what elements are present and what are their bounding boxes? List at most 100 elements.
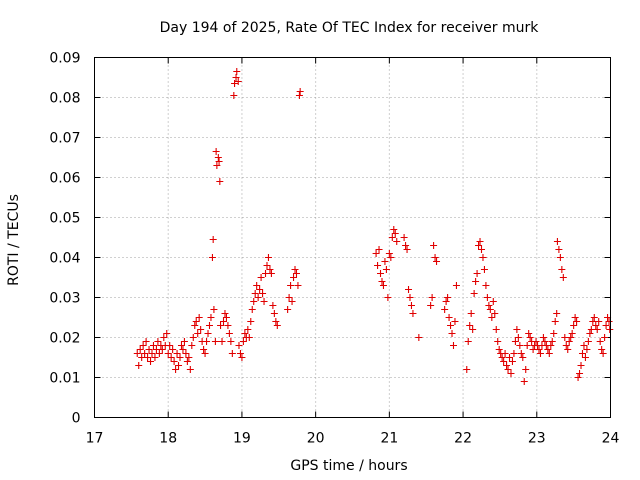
data-point [167,354,175,361]
data-point [188,342,196,349]
data-point [207,314,215,321]
data-point [186,366,194,373]
data-point [145,346,153,353]
data-point [403,246,411,253]
data-point [513,326,521,333]
data-point [390,226,398,233]
x-tick-label: 23 [528,431,546,447]
data-point [489,298,497,305]
data-point [236,350,244,357]
data-point [139,342,147,349]
data-point [194,330,202,337]
y-tick-label: 0.03 [49,291,80,307]
data-point [177,342,185,349]
data-point [264,254,272,261]
data-point [192,318,200,325]
data-point [448,330,456,337]
data-point [183,358,191,365]
data-point [535,346,543,353]
data-point [234,78,242,85]
data-point [558,266,566,273]
data-point [239,338,247,345]
data-point [463,366,471,373]
data-point [562,342,570,349]
data-point [492,326,500,333]
data-point [248,306,256,313]
data-point [488,314,496,321]
y-tick-label: 0.07 [49,131,80,147]
data-point [133,350,141,357]
data-point [382,266,390,273]
y-tick-label: 0.06 [49,171,80,187]
data-point [516,342,524,349]
data-point [256,286,264,293]
x-tick-label: 22 [454,431,472,447]
data-point [295,92,303,99]
data-point [526,334,534,341]
data-point [475,242,483,249]
data-point [214,154,222,161]
data-point [570,322,578,329]
data-point [375,246,383,253]
data-point [514,334,522,341]
data-point [470,290,478,297]
data-point [272,318,280,325]
data-point [544,346,552,353]
data-point [451,318,459,325]
y-tick-label: 0.09 [49,51,80,67]
data-point [482,282,490,289]
data-point [564,346,572,353]
data-point [292,270,300,277]
data-point [180,338,188,345]
data-point [164,350,172,357]
data-point [548,338,556,345]
data-point [504,366,512,373]
data-point [296,88,304,95]
data-point [257,274,265,281]
data-point [254,294,262,301]
data-point [148,350,156,357]
data-point [576,370,584,377]
data-point [555,246,563,253]
data-point [290,274,298,281]
data-point [200,346,208,353]
y-tick-label: 0.08 [49,91,80,107]
data-point [218,338,226,345]
data-point [578,350,586,357]
data-point [166,342,174,349]
data-point [476,238,484,245]
data-point [195,314,203,321]
data-point [225,330,233,337]
data-point [581,354,589,361]
data-point [547,342,555,349]
data-point [179,346,187,353]
data-point [525,330,533,337]
data-point [155,350,163,357]
data-point [222,314,230,321]
data-point [510,350,518,357]
data-point [170,358,178,365]
x-axis-label: GPS time / hours [290,458,407,474]
data-points [133,68,614,385]
data-point [216,178,224,185]
data-point [500,358,508,365]
data-point [260,298,268,305]
data-point [520,378,528,385]
y-tick-label: 0.04 [49,251,80,267]
x-tick-label: 17 [86,431,104,447]
data-point [217,322,225,329]
data-point [508,358,516,365]
data-point [233,68,241,75]
data-point [291,266,299,273]
data-point [577,362,585,369]
data-point [211,338,219,345]
data-point [595,318,603,325]
data-point [604,314,612,321]
data-point [409,310,417,317]
data-point [573,318,581,325]
data-point [384,294,392,301]
data-point [427,302,435,309]
data-point [580,342,588,349]
data-point [235,342,243,349]
data-point [163,330,171,337]
